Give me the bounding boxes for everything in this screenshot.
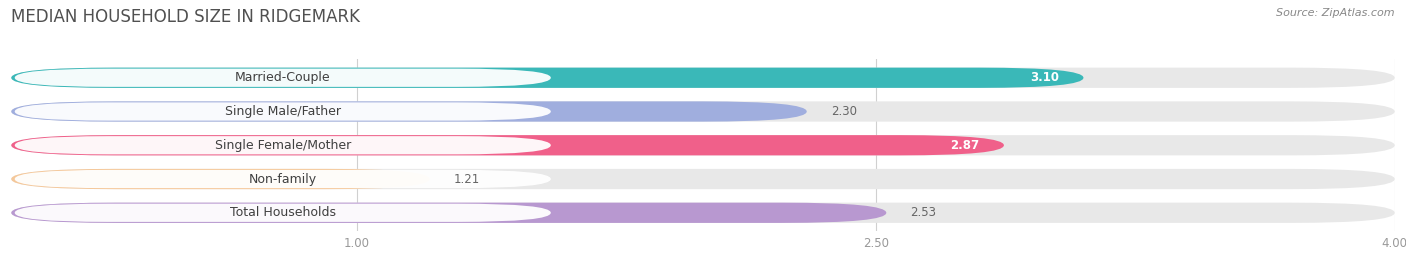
FancyBboxPatch shape	[11, 203, 1395, 223]
Text: 1.21: 1.21	[454, 172, 481, 186]
Text: 2.30: 2.30	[831, 105, 858, 118]
FancyBboxPatch shape	[11, 68, 1084, 88]
FancyBboxPatch shape	[11, 101, 1395, 122]
FancyBboxPatch shape	[11, 169, 430, 189]
Text: MEDIAN HOUSEHOLD SIZE IN RIDGEMARK: MEDIAN HOUSEHOLD SIZE IN RIDGEMARK	[11, 8, 360, 26]
FancyBboxPatch shape	[14, 69, 551, 87]
FancyBboxPatch shape	[14, 136, 551, 154]
Text: Married-Couple: Married-Couple	[235, 71, 330, 84]
FancyBboxPatch shape	[11, 68, 1395, 88]
Text: Non-family: Non-family	[249, 172, 316, 186]
Text: Single Male/Father: Single Male/Father	[225, 105, 340, 118]
Text: 3.10: 3.10	[1031, 71, 1059, 84]
Text: Single Female/Mother: Single Female/Mother	[215, 139, 352, 152]
Text: 2.87: 2.87	[950, 139, 980, 152]
FancyBboxPatch shape	[14, 102, 551, 121]
FancyBboxPatch shape	[11, 203, 886, 223]
FancyBboxPatch shape	[11, 135, 1004, 155]
FancyBboxPatch shape	[11, 169, 1395, 189]
FancyBboxPatch shape	[11, 135, 1395, 155]
FancyBboxPatch shape	[14, 170, 551, 188]
Text: 2.53: 2.53	[911, 206, 936, 219]
Text: Source: ZipAtlas.com: Source: ZipAtlas.com	[1277, 8, 1395, 18]
Text: Total Households: Total Households	[229, 206, 336, 219]
FancyBboxPatch shape	[14, 204, 551, 222]
FancyBboxPatch shape	[11, 101, 807, 122]
